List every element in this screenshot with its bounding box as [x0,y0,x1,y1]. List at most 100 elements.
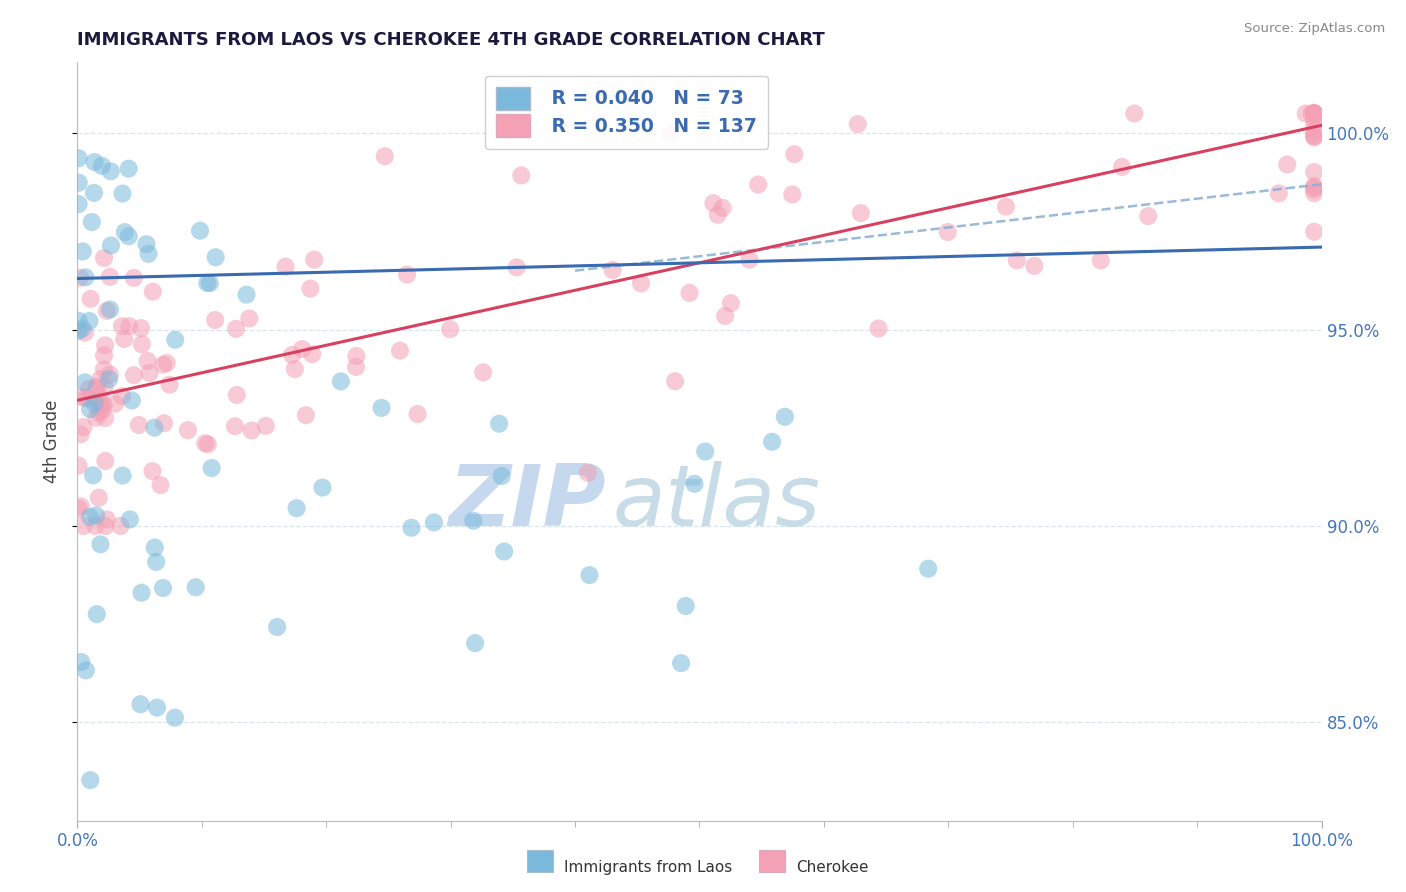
Point [75,270,97,285]
Point [344,359,367,374]
Point [311,481,333,495]
Point [720,296,742,310]
Point [70,321,93,335]
Point [94,411,117,425]
Point [84,519,107,533]
Point [198,276,221,290]
Point [84,410,107,425]
Point [1303,109,1326,123]
Point [423,516,446,530]
Point [295,408,318,422]
Point [177,423,200,437]
Point [678,285,700,300]
Point [67,501,90,516]
Point [194,436,217,450]
Point [747,178,769,192]
Point [994,200,1017,214]
Point [87,394,110,409]
Point [711,201,734,215]
Point [491,469,513,483]
Point [714,309,737,323]
Point [96,512,118,526]
Point [142,285,165,299]
Point [1303,106,1326,120]
Point [374,149,396,163]
Point [118,319,141,334]
Point [118,512,141,526]
Point [1303,106,1326,120]
Point [576,466,599,480]
Point [70,655,93,669]
Point [1303,106,1326,120]
Point [98,302,121,317]
Point [86,380,108,394]
Text: Immigrants from Laos: Immigrants from Laos [564,861,733,875]
Point [67,324,90,338]
Point [79,402,101,417]
Point [153,416,176,430]
Point [1303,186,1326,201]
Point [79,314,101,328]
Point [738,252,761,267]
Point [630,277,652,291]
Point [110,519,132,533]
Point [917,562,939,576]
Point [1303,183,1326,197]
Point [111,389,134,403]
Point [73,326,96,340]
Point [1303,180,1326,194]
Point [94,519,117,533]
Point [1303,165,1326,179]
Point [761,434,783,449]
Point [94,338,117,352]
Text: atlas: atlas [613,460,820,544]
Point [1301,106,1323,120]
Point [846,117,869,131]
Point [138,247,160,261]
Point [464,636,486,650]
Point [1303,130,1326,145]
Point [463,514,485,528]
Point [67,151,90,165]
Point [329,375,352,389]
Point [93,381,115,395]
Point [195,276,218,290]
Point [602,263,624,277]
Point [145,555,167,569]
Point [93,348,115,362]
Point [121,393,143,408]
Point [780,187,803,202]
Point [90,159,112,173]
Point [83,186,105,200]
Point [149,478,172,492]
Point [83,396,105,410]
Point [1268,186,1291,201]
Point [370,401,392,415]
Point [849,206,872,220]
Point [131,337,153,351]
Point [84,381,107,395]
Point [695,444,717,458]
Point [1303,106,1326,120]
Point [683,476,706,491]
Point [868,321,890,335]
Point [284,362,307,376]
Point [100,238,122,252]
Point [93,398,115,412]
Point [87,491,110,505]
Legend:  R = 0.040   N = 73,  R = 0.350   N = 137: R = 0.040 N = 73, R = 0.350 N = 137 [485,76,768,149]
Point [156,356,179,370]
Point [98,269,121,284]
Point [1275,157,1298,171]
Point [152,581,174,595]
Point [1303,106,1326,120]
Point [406,407,429,421]
Point [224,419,246,434]
Point [163,711,186,725]
Point [1111,160,1133,174]
Point [1303,128,1326,143]
Point [122,368,145,383]
Point [291,342,314,356]
Point [439,322,461,336]
Point [143,541,166,555]
